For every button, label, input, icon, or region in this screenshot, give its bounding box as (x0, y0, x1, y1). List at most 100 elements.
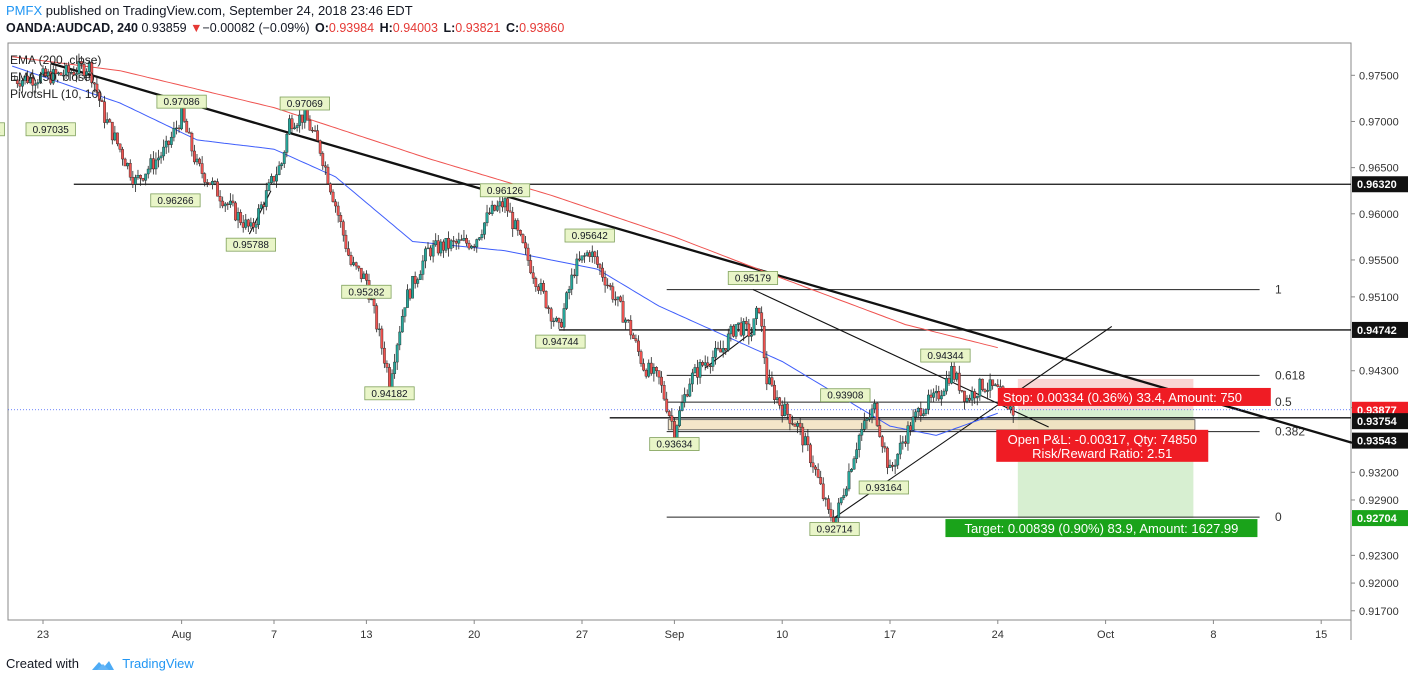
candle-body (313, 130, 317, 132)
pivot-label-box (809, 522, 860, 536)
price-tag-label: 0.96320 (1357, 179, 1397, 191)
candle-body (732, 325, 735, 337)
publisher-name[interactable]: PMFX (6, 3, 43, 18)
x-tick-label: 24 (992, 629, 1004, 641)
candle-body (485, 212, 489, 224)
candle-body (911, 416, 915, 431)
candle-body (33, 83, 37, 86)
candle-body (218, 196, 222, 202)
pivot-label-text: 0.95282 (348, 287, 385, 298)
pivot-label-box (279, 96, 330, 111)
candle-body (621, 301, 625, 323)
support-zone-box (667, 419, 1196, 431)
candle-body (377, 328, 381, 330)
candle-body (457, 239, 461, 244)
candle-body (921, 413, 925, 416)
candle-body (986, 390, 989, 392)
candle-body (357, 265, 361, 269)
candle-body (744, 321, 748, 325)
candle-body (501, 201, 504, 208)
candle-body (734, 324, 738, 337)
candle-body (626, 319, 630, 321)
candle-body (729, 325, 733, 335)
candle-body (95, 83, 99, 93)
candle-body (67, 65, 71, 73)
candle-body (960, 390, 964, 392)
candle-body (557, 317, 561, 323)
created-with-label: Created with (6, 656, 79, 671)
published-text: published on TradingView.com, September … (45, 3, 413, 18)
candle-body (226, 203, 230, 205)
candle-body (490, 204, 494, 214)
candle-body (59, 72, 63, 76)
candle-body (757, 307, 761, 313)
pivot-label-text: 0.94344 (927, 351, 964, 362)
candle-body (978, 378, 982, 397)
candle-body (634, 338, 638, 342)
candle-body (624, 319, 628, 323)
candle-body (552, 320, 556, 323)
candle-body (855, 449, 859, 459)
candle-body (904, 441, 907, 444)
candle-body (213, 180, 217, 183)
candle-body (968, 397, 971, 401)
open-value: 0.93984 (328, 21, 375, 35)
candle-body (167, 140, 171, 145)
footer: Created with TradingView (6, 656, 194, 672)
candle-body (372, 298, 376, 306)
candle-body (578, 258, 581, 261)
candle-body (185, 121, 189, 133)
x-tick-label: Sep (665, 629, 685, 641)
pivot-label: 0.94744 (535, 334, 586, 349)
candle-body (329, 183, 332, 193)
candle-body (814, 466, 817, 470)
candle-body (498, 201, 502, 207)
candle-body (688, 383, 692, 397)
candle-body (852, 458, 856, 470)
candle-body (513, 220, 517, 230)
ohlc-header: OANDA:AUDCAD, 240 0.93859 ▼−0.00082 (−0.… (6, 21, 564, 35)
candle-body (752, 318, 756, 336)
price-change: −0.00082 (−0.09%) (202, 21, 310, 35)
symbol-label[interactable]: OANDA:AUDCAD, 240 (6, 21, 138, 35)
candle-body (690, 372, 694, 385)
candle-body (842, 495, 846, 498)
legend-ema200[interactable]: EMA (200, close) (10, 53, 102, 67)
candle-body (349, 255, 353, 265)
candle-body (819, 477, 823, 485)
pivot-label-text: 042 (0, 125, 1, 136)
tradingview-link[interactable]: TradingView (122, 656, 194, 671)
candle-body (506, 198, 509, 212)
candle-body (231, 200, 235, 204)
pivot-label-box (156, 94, 207, 109)
candle-body (801, 426, 805, 446)
candle-body (116, 132, 119, 145)
candle-body (503, 198, 507, 208)
candle-body (973, 391, 977, 399)
candle-body (359, 267, 363, 279)
candle-body (547, 307, 551, 310)
candle-body (706, 362, 710, 367)
open-label: O: (315, 21, 329, 35)
candle-body (254, 224, 258, 228)
pivot-label: 0.93908 (820, 388, 871, 403)
candle-body (298, 114, 302, 126)
candle-body (162, 146, 166, 157)
candle-body (182, 107, 186, 122)
price-tag-label: 0.93543 (1357, 436, 1397, 448)
candle-body (803, 436, 807, 446)
candle-body (141, 178, 145, 181)
ema200-line (12, 56, 998, 349)
candle-body (793, 424, 797, 427)
candle-body (380, 328, 384, 349)
legend-ema50[interactable]: EMA (50, close) (10, 70, 95, 84)
legend-pivots[interactable]: PivotsHL (10, 10) (10, 87, 103, 101)
candle-body (560, 322, 563, 328)
candle-body (400, 316, 404, 333)
candle-body (1011, 406, 1015, 416)
candle-body (236, 212, 240, 221)
candle-body (128, 163, 132, 178)
candle-body (929, 394, 933, 398)
candle-body (136, 174, 140, 178)
